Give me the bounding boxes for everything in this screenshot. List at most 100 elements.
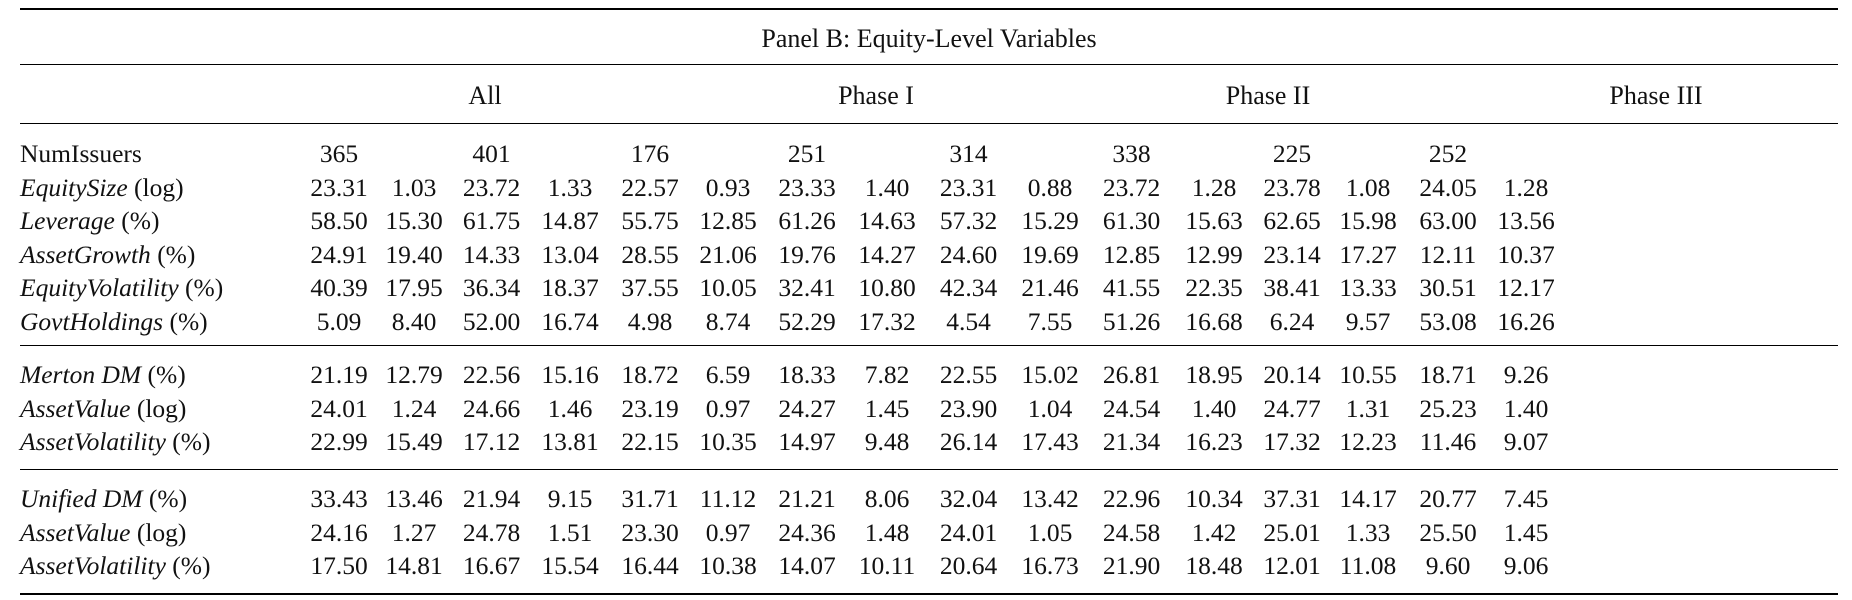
table-cell: 23.33 bbox=[778, 172, 836, 202]
table-row: AssetValue (log) 24.16 1.27 24.78 1.51 23.30 0… bbox=[20, 516, 1561, 550]
table-cell: 10.37 bbox=[1497, 239, 1555, 269]
table-cell: 1.04 bbox=[1027, 393, 1073, 423]
title-rule bbox=[20, 64, 1838, 65]
table-cell: 251 bbox=[787, 139, 827, 168]
table-cell: 26.81 bbox=[1102, 360, 1161, 389]
table-cell: 12.11 bbox=[1419, 239, 1477, 269]
table-cell: 13.81 bbox=[541, 427, 599, 456]
table-cell: 13.33 bbox=[1339, 273, 1397, 302]
table-cell: 28.55 bbox=[621, 239, 679, 269]
row-label: Unified DM (%) bbox=[20, 482, 302, 516]
table-cell: 11.12 bbox=[699, 484, 757, 513]
table-cell: 1.28 bbox=[1503, 172, 1549, 202]
table-cell: 338 bbox=[1112, 139, 1151, 168]
table-cell: 20.77 bbox=[1419, 484, 1477, 513]
table-cell: 24.16 bbox=[310, 517, 368, 547]
table-cell: 18.33 bbox=[778, 360, 836, 389]
table-cell: 1.40 bbox=[864, 172, 910, 202]
table-cell: 14.07 bbox=[778, 551, 836, 580]
table-cell: 7.82 bbox=[864, 360, 910, 389]
table-cell: 19.76 bbox=[778, 239, 836, 269]
table-cell: 0.88 bbox=[1027, 172, 1073, 202]
table-cell: 11.46 bbox=[1419, 427, 1477, 456]
table-cell bbox=[1175, 137, 1253, 171]
table-row: NumIssuers 365 401 176 251 314 338 225 252 bbox=[20, 137, 1561, 171]
table-cell: 1.51 bbox=[547, 517, 593, 547]
table-cell: 15.49 bbox=[385, 427, 443, 456]
table-cell: 23.31 bbox=[939, 172, 998, 202]
section-rule-2 bbox=[20, 469, 1838, 470]
table-cell: 62.65 bbox=[1263, 206, 1321, 235]
table-row: GovtHoldings (%) 5.09 8.40 52.00 16.74 4.98 8.… bbox=[20, 305, 1561, 339]
table-cell: 22.15 bbox=[621, 427, 679, 456]
table-cell: 176 bbox=[630, 139, 670, 168]
table-cell: 23.19 bbox=[621, 393, 679, 423]
table-row: EquityVolatility (%) 40.39 17.95 36.34 18.37… bbox=[20, 271, 1561, 305]
table-cell: 20.14 bbox=[1263, 360, 1321, 389]
variable-name: GovtHoldings bbox=[20, 306, 164, 336]
variable-unit: (%) bbox=[163, 306, 208, 336]
table-cell: 10.11 bbox=[858, 551, 916, 580]
variable-unit: (%) bbox=[178, 273, 224, 302]
table-cell: 15.29 bbox=[1021, 206, 1079, 235]
row-label: AssetVolatility (%) bbox=[20, 549, 302, 583]
table-cell: 23.78 bbox=[1263, 172, 1321, 202]
table-cell: 23.31 bbox=[310, 172, 368, 202]
table-cell: 10.05 bbox=[699, 273, 757, 302]
table-cell: 38.41 bbox=[1263, 273, 1321, 302]
row-label: AssetGrowth (%) bbox=[20, 238, 302, 272]
table-cell: 15.98 bbox=[1339, 206, 1397, 235]
table-cell: 12.85 bbox=[699, 206, 757, 235]
table-cell: 24.58 bbox=[1102, 517, 1161, 547]
table-cell: 15.30 bbox=[385, 206, 443, 235]
table-cell: 18.95 bbox=[1185, 360, 1243, 389]
section-rule-1 bbox=[20, 345, 1838, 346]
table-cell: 1.24 bbox=[391, 393, 437, 423]
table-cell: 16.23 bbox=[1185, 427, 1243, 456]
table-cell: 14.17 bbox=[1339, 484, 1397, 513]
table-cell: 21.19 bbox=[310, 360, 368, 389]
variable-name: Leverage bbox=[20, 206, 115, 235]
table-cell: 16.26 bbox=[1497, 306, 1555, 336]
table-cell: 0.97 bbox=[705, 393, 751, 423]
table-cell: 17.27 bbox=[1339, 239, 1397, 269]
table-cell: 12.99 bbox=[1185, 239, 1243, 269]
table-cell: 32.04 bbox=[939, 484, 998, 513]
table-cell: 24.01 bbox=[310, 393, 368, 423]
table-row: AssetVolatility (%) 22.99 15.49 17.12 13.81 2… bbox=[20, 425, 1561, 459]
table-cell: 16.74 bbox=[541, 306, 599, 336]
table-cell: 1.31 bbox=[1345, 393, 1391, 423]
table-cell: 55.75 bbox=[621, 206, 679, 235]
table-cell: 22.57 bbox=[621, 172, 679, 202]
table-cell: 23.90 bbox=[939, 393, 998, 423]
table-cell: 1.28 bbox=[1191, 172, 1237, 202]
table-cell: 13.42 bbox=[1021, 484, 1079, 513]
table-cell: 1.33 bbox=[1345, 517, 1391, 547]
table-row: AssetValue (log) 24.01 1.24 24.66 1.46 23.19 0… bbox=[20, 392, 1561, 426]
table-cell: 1.45 bbox=[1503, 517, 1549, 547]
table-cell: 17.95 bbox=[385, 273, 443, 302]
table-cell: 25.23 bbox=[1419, 393, 1477, 423]
table-cell: 24.27 bbox=[778, 393, 836, 423]
table-cell: 51.26 bbox=[1102, 306, 1161, 336]
table-cell: 21.21 bbox=[778, 484, 836, 513]
table-cell: 1.42 bbox=[1191, 517, 1237, 547]
table-cell: 24.36 bbox=[778, 517, 836, 547]
table-cell: 1.46 bbox=[547, 393, 593, 423]
table-cell: 18.72 bbox=[621, 360, 679, 389]
table-cell: 15.16 bbox=[541, 360, 599, 389]
variable-name: Unified DM bbox=[20, 484, 143, 513]
table-cell: 24.91 bbox=[310, 239, 368, 269]
table-cell: 33.43 bbox=[310, 484, 368, 513]
table-cell: 252 bbox=[1428, 139, 1468, 168]
table-cell: 25.01 bbox=[1263, 517, 1321, 547]
variable-name: NumIssuers bbox=[20, 139, 142, 168]
table-cell: 8.06 bbox=[864, 484, 910, 513]
table-cell: 18.71 bbox=[1419, 360, 1477, 389]
table-cell: 52.00 bbox=[462, 306, 521, 336]
table-cell: 37.31 bbox=[1263, 484, 1321, 513]
table-cell: 1.05 bbox=[1027, 517, 1073, 547]
table-cell: 24.54 bbox=[1102, 393, 1161, 423]
variable-unit: (log) bbox=[130, 393, 187, 423]
table-cell: 21.90 bbox=[1102, 551, 1161, 580]
